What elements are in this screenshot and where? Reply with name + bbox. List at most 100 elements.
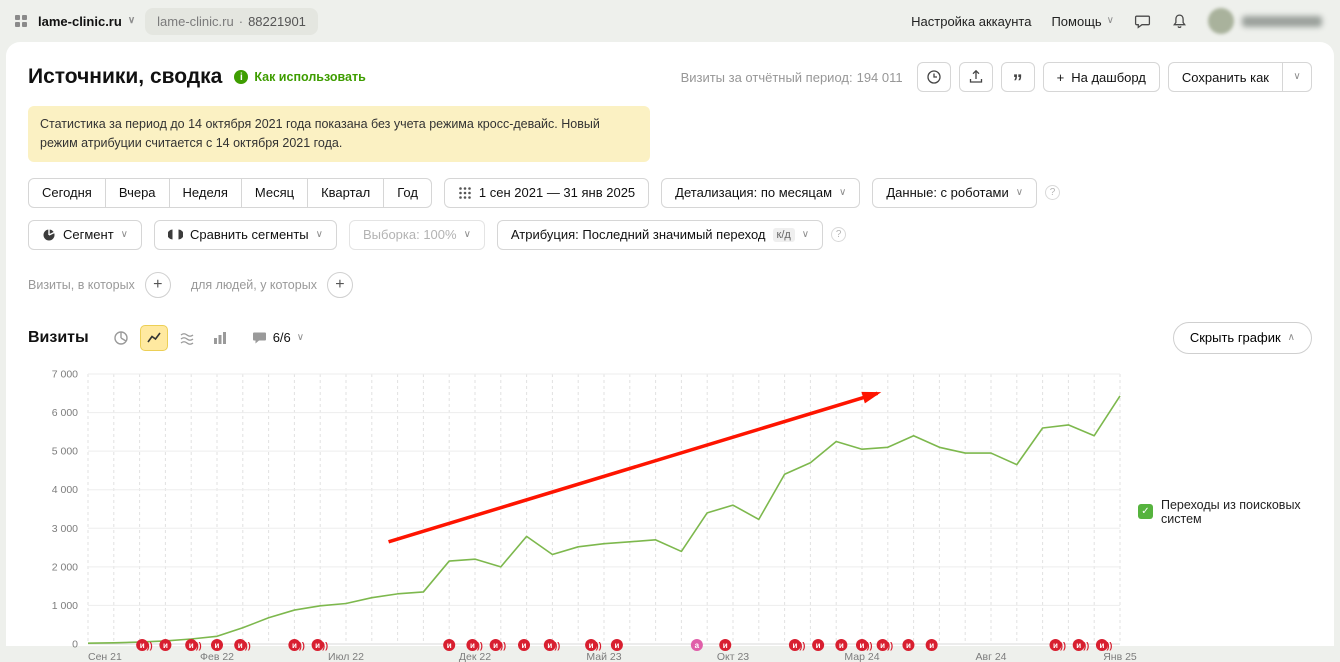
chart-legend: ✓ Переходы из поисковых систем: [1138, 498, 1312, 526]
account-settings-link[interactable]: Настройка аккаунта: [911, 14, 1031, 29]
x-axis-label: Окт 23: [717, 651, 749, 662]
segment-button[interactable]: Сегмент ∨: [28, 220, 142, 250]
comments-count: 6/6: [273, 330, 291, 345]
stacked-area-icon: [179, 330, 195, 346]
how-to-use-link[interactable]: i Как использовать: [234, 70, 365, 84]
save-as-button[interactable]: Сохранить как: [1168, 62, 1283, 92]
counter-selector-label: lame-clinic.ru: [38, 14, 122, 29]
hide-chart-button[interactable]: Скрыть график ∧: [1173, 322, 1312, 354]
event-marker-glyph: и: [522, 640, 527, 649]
detalization-select[interactable]: Детализация: по месяцам ∨: [661, 178, 860, 208]
visits-period-summary: Визиты за отчётный период: 194 011: [681, 70, 903, 85]
y-axis-label: 6 000: [52, 407, 78, 419]
people-condition-label: для людей, у которых: [191, 278, 317, 292]
chart-type-pie-button[interactable]: [107, 325, 135, 351]
visits-period-label: Визиты за отчётный период:: [681, 70, 853, 85]
x-axis-label: Мар 24: [844, 651, 879, 662]
save-as-caret-button[interactable]: ∨: [1282, 62, 1312, 92]
attribution-help-icon[interactable]: ?: [831, 227, 846, 242]
attribution-label: Атрибуция: Последний значимый переход: [511, 227, 766, 242]
period-button[interactable]: Квартал: [307, 178, 384, 208]
event-marker-glyph: и: [238, 640, 243, 649]
date-range-button[interactable]: 1 сен 2021 — 31 янв 2025: [444, 178, 649, 208]
chevron-down-icon: ∨: [1293, 72, 1300, 82]
clock-icon: [926, 69, 942, 85]
event-marker-glyph: и: [1099, 640, 1104, 649]
event-marker-glyph: и: [839, 640, 844, 649]
export-button[interactable]: [959, 62, 993, 92]
save-as-label: Сохранить как: [1182, 70, 1269, 85]
info-icon: i: [234, 70, 248, 84]
chart-title: Визиты: [28, 329, 89, 347]
attribution-select[interactable]: Атрибуция: Последний значимый переход к/…: [497, 220, 823, 250]
event-marker-glyph: и: [547, 640, 552, 649]
chart-type-switcher: [107, 325, 234, 351]
chevron-down-icon: ∨: [464, 230, 471, 240]
y-axis-label: 5 000: [52, 445, 78, 457]
chevron-up-icon: ∧: [1288, 333, 1295, 343]
help-menu[interactable]: Помощь ∨: [1051, 14, 1114, 29]
api-quotes-button[interactable]: „: [1001, 62, 1035, 92]
event-marker-glyph: и: [906, 640, 911, 649]
chevron-down-icon: ∨: [316, 230, 323, 240]
chevron-down-icon: ∨: [128, 16, 135, 26]
how-to-use-label: Как использовать: [254, 70, 365, 84]
segment-label: Сегмент: [63, 227, 114, 242]
compare-segments-label: Сравнить сегменты: [190, 227, 309, 242]
period-button[interactable]: Неделя: [169, 178, 242, 208]
detalization-label: Детализация: по месяцам: [675, 185, 832, 200]
counter-tab[interactable]: lame-clinic.ru · 88221901: [145, 8, 318, 35]
pie-segment-icon: [42, 228, 56, 242]
visits-period-value: 194 011: [857, 70, 903, 85]
event-marker-glyph: и: [589, 640, 594, 649]
period-button[interactable]: Сегодня: [28, 178, 106, 208]
chevron-down-icon: ∨: [121, 230, 128, 240]
filter-row-segments: Сегмент ∨ Сравнить сегменты ∨ Выборка: 1…: [28, 220, 1312, 250]
comments-control[interactable]: 6/6 ∨: [252, 330, 304, 345]
add-people-condition-button[interactable]: +: [327, 272, 353, 298]
compare-segments-button[interactable]: Сравнить сегменты ∨: [154, 220, 337, 250]
chevron-down-icon: ∨: [839, 188, 846, 198]
legend-checkbox[interactable]: ✓: [1138, 504, 1153, 519]
event-marker-glyph: и: [189, 640, 194, 649]
chart-type-line-button[interactable]: [140, 325, 168, 351]
add-to-dashboard-label: На дашборд: [1071, 70, 1146, 85]
data-mode-help-icon[interactable]: ?: [1045, 185, 1060, 200]
bar-chart-icon: [212, 330, 228, 346]
y-axis-label: 2 000: [52, 561, 78, 573]
event-marker-glyph: и: [163, 640, 168, 649]
notifications-bell-icon[interactable]: [1171, 13, 1188, 30]
add-to-dashboard-button[interactable]: + На дашборд: [1043, 62, 1160, 92]
event-marker-glyph: и: [880, 640, 885, 649]
legend-label: Переходы из поисковых систем: [1161, 498, 1312, 526]
plus-icon: +: [1057, 70, 1065, 85]
page-title: Источники, сводка: [28, 65, 222, 89]
chat-icon[interactable]: [1134, 13, 1151, 30]
line-chart-icon: [146, 330, 162, 346]
chart-type-area-button[interactable]: [173, 325, 201, 351]
chevron-down-icon: ∨: [802, 230, 809, 240]
event-marker-glyph: и: [723, 640, 728, 649]
history-button[interactable]: [917, 62, 951, 92]
filter-row-conditions: Визиты, в которых + для людей, у которых…: [28, 272, 1312, 298]
user-menu[interactable]: [1208, 8, 1322, 34]
sampling-select[interactable]: Выборка: 100% ∨: [349, 220, 485, 250]
event-marker-glyph: и: [493, 640, 498, 649]
trend-arrow-annotation: [389, 393, 878, 542]
event-marker-glyph: и: [140, 640, 145, 649]
event-marker-glyph: и: [447, 640, 452, 649]
counter-list-icon[interactable]: [14, 14, 28, 28]
period-button[interactable]: Месяц: [241, 178, 308, 208]
calendar-grid-icon: [458, 186, 472, 200]
period-button[interactable]: Год: [383, 178, 432, 208]
counter-selector[interactable]: lame-clinic.ru ∨: [38, 14, 135, 29]
pie-chart-icon: [113, 330, 129, 346]
data-mode-select[interactable]: Данные: с роботами ∨: [872, 178, 1037, 208]
add-visits-condition-button[interactable]: +: [145, 272, 171, 298]
chart-type-bars-button[interactable]: [206, 325, 234, 351]
x-axis-label: Май 23: [586, 651, 621, 662]
period-button[interactable]: Вчера: [105, 178, 170, 208]
